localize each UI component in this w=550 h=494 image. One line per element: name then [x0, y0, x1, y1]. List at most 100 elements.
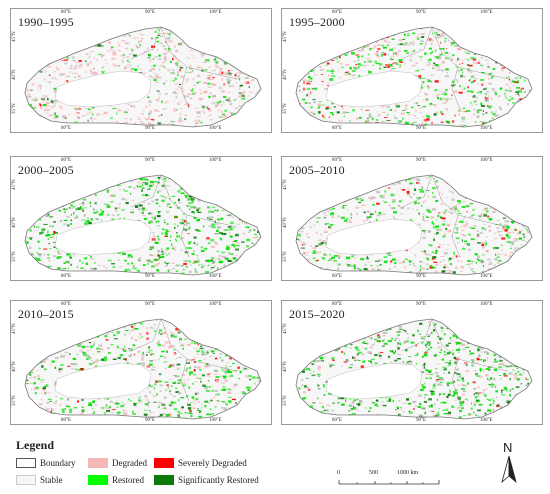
- latitude-tick-label: 35°N: [283, 395, 288, 406]
- region-map: [295, 26, 533, 128]
- longitude-tick-label: 90°E: [145, 126, 156, 131]
- latitude-tick-label: 45°N: [283, 31, 288, 42]
- longitude-tick-label: 80°E: [332, 302, 343, 307]
- scale-label-1000: 1000 km: [397, 470, 419, 476]
- period-label: 1990–1995: [18, 15, 74, 29]
- map-panel-1990-1995: 1990–1995 80°E 80°E 90°E 90°E 100°E 100°E 45°N…: [10, 8, 272, 133]
- longitude-tick-label: 80°E: [61, 302, 72, 307]
- longitude-tick-label: 80°E: [61, 418, 72, 423]
- longitude-tick-label: 90°E: [145, 158, 156, 163]
- legend-label: Degraded: [112, 458, 147, 468]
- longitude-tick-label: 100°E: [209, 302, 222, 307]
- region-boundary: [24, 318, 262, 420]
- period-label: 2010–2015: [18, 307, 74, 321]
- desert-basin: [325, 362, 423, 400]
- longitude-tick-label: 100°E: [209, 126, 222, 131]
- region-boundary: [24, 174, 262, 276]
- longitude-tick-label: 100°E: [209, 274, 222, 279]
- region-map: [24, 174, 262, 276]
- scale-bar-graphic: [338, 480, 440, 485]
- legend-swatch: [16, 475, 36, 485]
- legend-label: Stable: [40, 475, 63, 485]
- region-boundary: [24, 26, 262, 128]
- longitude-tick-label: 90°E: [416, 302, 427, 307]
- latitude-tick-label: 45°N: [12, 323, 17, 334]
- longitude-tick-label: 100°E: [209, 418, 222, 423]
- legend-item-boundary: Boundary: [16, 457, 76, 469]
- period-label: 1995–2000: [289, 15, 345, 29]
- latitude-tick-label: 35°N: [283, 103, 288, 114]
- longitude-tick-label: 100°E: [209, 10, 222, 15]
- period-label: 2005–2010: [289, 163, 345, 177]
- north-arrow: N: [495, 440, 525, 485]
- latitude-tick-label: 45°N: [283, 323, 288, 334]
- latitude-tick-label: 40°N: [12, 69, 17, 80]
- scale-label-500: 500: [369, 470, 378, 476]
- longitude-tick-label: 100°E: [480, 126, 493, 131]
- legend-item-significantly-restored: Significantly Restored: [154, 474, 259, 486]
- scale-bar: 0 500 1000 km: [335, 470, 465, 490]
- legend-item-restored: Restored: [88, 474, 144, 486]
- period-label: 2015–2020: [289, 307, 345, 321]
- internal-boundary: [401, 26, 509, 110]
- longitude-tick-label: 90°E: [416, 418, 427, 423]
- legend-item-degraded: Degraded: [88, 457, 147, 469]
- longitude-tick-label: 80°E: [332, 158, 343, 163]
- longitude-tick-label: 90°E: [145, 10, 156, 15]
- latitude-tick-label: 40°N: [12, 361, 17, 372]
- north-arrow-icon: [501, 455, 517, 484]
- legend-title: Legend: [16, 438, 55, 452]
- map-panel-2015-2020: 2015–2020 80°E 80°E 90°E 90°E 100°E 100°E 45°N…: [281, 300, 543, 425]
- map-panel-2000-2005: 2000–2005 80°E 80°E 90°E 90°E 100°E 100°E 45°N…: [10, 156, 272, 281]
- longitude-tick-label: 80°E: [61, 158, 72, 163]
- longitude-tick-label: 100°E: [480, 10, 493, 15]
- region-map: [295, 318, 533, 420]
- longitude-tick-label: 80°E: [61, 126, 72, 131]
- latitude-tick-label: 35°N: [12, 103, 17, 114]
- latitude-tick-label: 45°N: [12, 179, 17, 190]
- legend-swatch: [16, 458, 36, 468]
- legend-label: Restored: [112, 475, 144, 485]
- latitude-tick-label: 40°N: [12, 217, 17, 228]
- desert-basin: [325, 218, 423, 256]
- longitude-tick-label: 90°E: [416, 126, 427, 131]
- internal-boundary: [401, 318, 509, 402]
- desert-basin: [54, 70, 152, 108]
- latitude-tick-label: 45°N: [283, 179, 288, 190]
- region-boundary: [295, 26, 533, 128]
- legend-swatch: [88, 475, 108, 485]
- internal-boundary: [130, 318, 238, 402]
- legend-item-severely-degraded: Severely Degraded: [154, 457, 247, 469]
- longitude-tick-label: 80°E: [61, 274, 72, 279]
- map-panel-2005-2010: 2005–2010 80°E 80°E 90°E 90°E 100°E 100°E 45°N…: [281, 156, 543, 281]
- longitude-tick-label: 80°E: [332, 418, 343, 423]
- period-label: 2000–2005: [18, 163, 74, 177]
- latitude-tick-label: 40°N: [283, 69, 288, 80]
- internal-boundary: [130, 174, 238, 258]
- longitude-tick-label: 80°E: [332, 274, 343, 279]
- legend-swatch: [88, 458, 108, 468]
- scale-label-0: 0: [337, 470, 340, 476]
- region-map: [295, 174, 533, 276]
- longitude-tick-label: 90°E: [416, 274, 427, 279]
- longitude-tick-label: 100°E: [480, 418, 493, 423]
- desert-basin: [54, 362, 152, 400]
- internal-boundary: [401, 174, 509, 258]
- latitude-tick-label: 40°N: [283, 217, 288, 228]
- legend-label: Severely Degraded: [178, 458, 247, 468]
- longitude-tick-label: 80°E: [332, 126, 343, 131]
- map-panel-2010-2015: 2010–2015 80°E 80°E 90°E 90°E 100°E 100°E 45°N…: [10, 300, 272, 425]
- latitude-tick-label: 35°N: [12, 251, 17, 262]
- legend-swatch: [154, 458, 174, 468]
- longitude-tick-label: 90°E: [145, 302, 156, 307]
- longitude-tick-label: 100°E: [209, 158, 222, 163]
- longitude-tick-label: 90°E: [416, 10, 427, 15]
- north-label: N: [503, 440, 513, 455]
- region-boundary: [295, 318, 533, 420]
- map-panel-1995-2000: 1995–2000 80°E 80°E 90°E 90°E 100°E 100°E 45°N…: [281, 8, 543, 133]
- region-boundary: [295, 174, 533, 276]
- longitude-tick-label: 90°E: [416, 158, 427, 163]
- region-map: [24, 26, 262, 128]
- longitude-tick-label: 100°E: [480, 274, 493, 279]
- longitude-tick-label: 100°E: [480, 158, 493, 163]
